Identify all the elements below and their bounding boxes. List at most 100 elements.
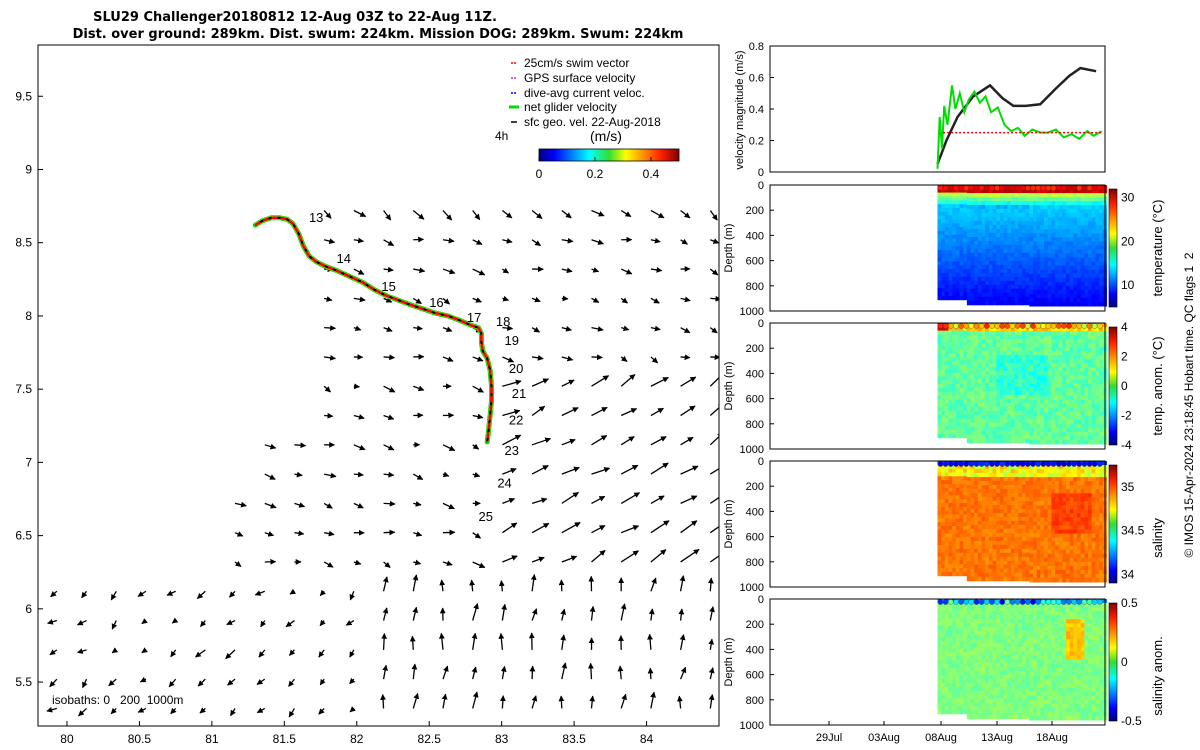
profile-cell xyxy=(977,516,983,522)
profile-cell xyxy=(1077,347,1082,352)
profile-cell xyxy=(1055,561,1060,567)
profile-cell xyxy=(948,196,953,201)
profile-cell xyxy=(1011,386,1016,392)
profile-cell xyxy=(1058,545,1063,551)
profile-cell xyxy=(1040,561,1045,567)
profile-cell xyxy=(1007,362,1012,368)
profile-cell xyxy=(952,491,957,496)
profile-cell xyxy=(1003,477,1008,482)
velocity-arrow xyxy=(620,464,639,475)
profile-cell xyxy=(1022,292,1027,298)
profile-cell xyxy=(985,564,990,570)
profile-cell xyxy=(1033,213,1038,218)
profile-cell xyxy=(977,244,983,250)
profile-cell xyxy=(1018,272,1023,278)
profile-cell xyxy=(1047,415,1052,421)
profile-cell xyxy=(1069,285,1074,291)
profile-cell xyxy=(1069,281,1074,287)
profile-cell xyxy=(944,422,949,427)
velocity-arrow xyxy=(137,590,147,598)
profile-cell xyxy=(1058,371,1063,376)
profile-cell xyxy=(941,618,946,623)
profile-cell xyxy=(966,512,972,518)
profile-cell xyxy=(1011,520,1016,526)
profile-cell xyxy=(992,536,997,542)
profile-cell xyxy=(1025,402,1030,408)
profile-cell xyxy=(1058,281,1063,287)
profile-cell xyxy=(1040,525,1045,531)
profile-cell xyxy=(1047,573,1052,579)
map-frame xyxy=(37,44,720,727)
profile-cell xyxy=(1003,568,1008,574)
profile-cell xyxy=(970,244,975,250)
profile-cell xyxy=(1014,232,1019,238)
velocity-arrow xyxy=(324,472,337,479)
profile-cell xyxy=(966,572,972,578)
velocity-arrow xyxy=(383,500,396,507)
velocity-arrow xyxy=(412,606,419,621)
map-x-tick-label: 80.5 xyxy=(128,732,152,746)
profile-cell xyxy=(1029,569,1034,575)
profile-cell xyxy=(1058,367,1063,372)
profile-cell xyxy=(1047,465,1052,470)
velocity-arrow xyxy=(411,663,418,680)
velocity-arrow xyxy=(680,666,687,680)
profile-cell xyxy=(992,240,997,246)
profile-cell xyxy=(1084,557,1089,563)
profile-cell xyxy=(944,368,949,374)
velocity-arrow xyxy=(324,354,336,361)
profile-cell xyxy=(1080,473,1085,478)
profile-cell xyxy=(1022,358,1027,364)
profile-cell xyxy=(977,189,983,194)
profile-cell xyxy=(985,362,990,368)
profile-cell xyxy=(988,477,994,482)
profile-cell xyxy=(1007,390,1012,396)
profile-cell xyxy=(999,232,1005,238)
profile-cell xyxy=(977,342,983,348)
surface-dot xyxy=(1066,461,1072,467)
profile-cell xyxy=(1022,576,1027,582)
profile-cell xyxy=(1036,189,1041,194)
profile-cell xyxy=(1073,387,1078,393)
profile-cell xyxy=(1091,431,1096,437)
profile-cell xyxy=(1055,277,1060,283)
profile-cell xyxy=(1084,415,1089,421)
profile-cell xyxy=(1033,261,1038,267)
profile-cell xyxy=(944,349,949,355)
profile-cell xyxy=(1062,281,1067,287)
profile-cell xyxy=(1066,221,1071,226)
profile-cell xyxy=(952,223,957,228)
colorbar-tick-label: 34 xyxy=(1121,567,1135,581)
profile-cell xyxy=(1069,387,1074,393)
profile-cell xyxy=(944,614,949,619)
profile-cell xyxy=(1011,488,1016,494)
profile-cell xyxy=(955,215,961,220)
profile-cell xyxy=(1007,386,1012,392)
profile-cell xyxy=(944,372,949,378)
profile-cell xyxy=(1036,261,1041,267)
profile-cell xyxy=(955,464,961,470)
profile-cell xyxy=(1088,509,1093,514)
profile-cell xyxy=(1084,431,1089,437)
profile-cell xyxy=(1073,327,1078,332)
profile-cell xyxy=(948,556,953,561)
velocity-arrow xyxy=(199,707,206,714)
profile-cell xyxy=(1055,331,1060,336)
profile-cell xyxy=(952,552,957,558)
profile-cell xyxy=(1018,374,1023,380)
profile-cell xyxy=(1022,366,1027,372)
profile-cell xyxy=(1051,469,1056,474)
profile-cell xyxy=(1073,545,1078,551)
profile-cell xyxy=(1095,403,1100,409)
profile-cell xyxy=(1007,540,1012,546)
profile-cell xyxy=(1044,249,1049,255)
profile-cell xyxy=(963,326,968,332)
profile-cell xyxy=(999,358,1005,364)
profile-cell xyxy=(1088,217,1093,222)
profile-cell xyxy=(1062,557,1067,563)
profile-cell xyxy=(1033,237,1038,242)
velocity-arrow xyxy=(319,619,326,627)
profile-cell xyxy=(1095,197,1100,202)
profile-cell xyxy=(1077,383,1082,389)
profile-cell xyxy=(1007,382,1012,388)
